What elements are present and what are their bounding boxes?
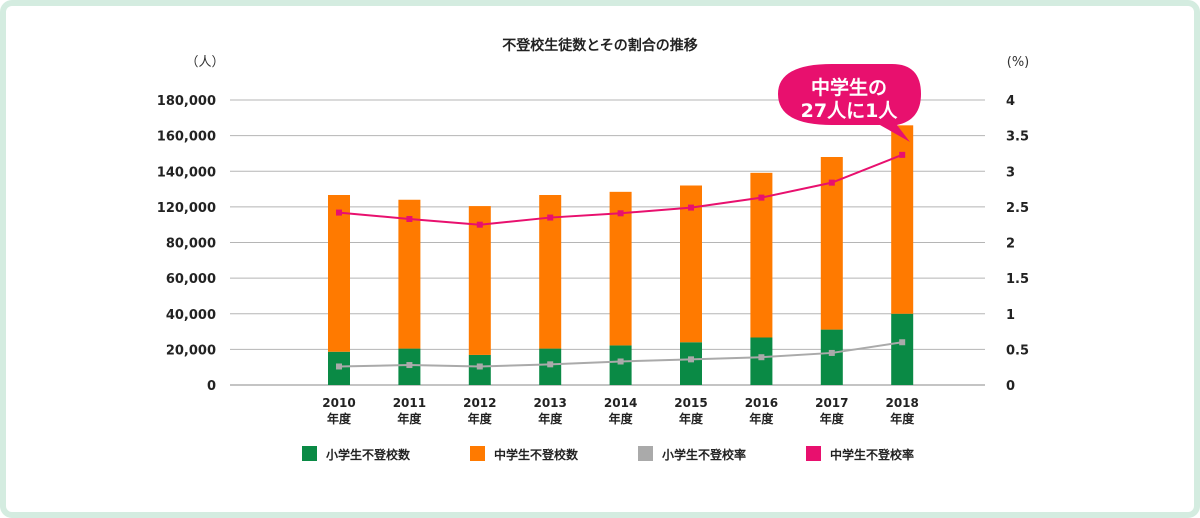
left-tick-label: 60,000 (166, 272, 216, 287)
bar-junior-high-count (891, 125, 914, 314)
x-tick-suffix: 年度 (468, 411, 493, 426)
bar-junior-high-count (468, 206, 491, 355)
x-tick-year: 2017 (815, 396, 848, 410)
line-marker (899, 151, 906, 158)
bar-junior-high-count (398, 199, 421, 349)
x-tick-year: 2011 (393, 396, 426, 410)
line-series (336, 151, 906, 370)
left-tick-label: 20,000 (166, 343, 216, 358)
legend-label: 小学生不登校数 (326, 447, 411, 462)
callout-shape (778, 64, 921, 142)
bar-junior-high-count (820, 157, 843, 330)
chart-title: 不登校生徒数とその割合の推移 (502, 37, 698, 54)
line-marker (688, 204, 694, 211)
left-axis-unit: （人） (185, 55, 224, 70)
line-marker (758, 194, 765, 201)
bar-junior-high-count (539, 195, 562, 349)
bar-junior-high-count (750, 172, 773, 338)
x-tick-year: 2014 (604, 396, 637, 410)
left-tick-label: 180,000 (157, 94, 216, 109)
right-tick-label: 1.5 (1006, 272, 1029, 287)
left-tick-label: 80,000 (166, 237, 216, 252)
x-tick-year: 2016 (745, 396, 778, 410)
x-tick-suffix: 年度 (749, 411, 774, 426)
x-tick-year: 2013 (533, 396, 566, 410)
left-tick-label: 40,000 (166, 308, 216, 323)
legend-swatch (806, 446, 821, 461)
right-tick-label: 2 (1006, 237, 1015, 252)
bar-elementary-count (891, 313, 914, 385)
bar-series (328, 125, 914, 385)
line-marker (476, 221, 483, 228)
left-tick-label: 160,000 (157, 130, 216, 145)
legend-label: 小学生不登校率 (662, 447, 746, 462)
legend-label: 中学生不登校率 (830, 447, 914, 462)
callout-line-1: 中学生の (811, 76, 887, 99)
line-marker (336, 209, 342, 216)
line-marker (758, 354, 765, 361)
callout-line-2: 27人に1人 (801, 100, 899, 122)
line-marker (547, 214, 554, 221)
line-marker (336, 363, 342, 370)
line-marker (406, 362, 413, 369)
axis-labels: 0 020,000 0.540,000 160,000 1.580,000 2120,00… (157, 94, 1029, 426)
right-tick-label: 4 (1006, 94, 1015, 109)
right-tick-label: 3.5 (1006, 130, 1029, 145)
bar-junior-high-count (609, 191, 632, 346)
right-tick-label: 3 (1006, 165, 1015, 180)
x-tick-suffix: 年度 (327, 411, 352, 426)
legend-label: 中学生不登校数 (494, 447, 579, 462)
x-tick-suffix: 年度 (679, 411, 704, 426)
x-tick-suffix: 年度 (397, 411, 422, 426)
right-axis-unit: (%) (1007, 55, 1030, 70)
legend: 小学生不登校数 中学生不登校数 小学生不登校率 中学生不登校率 (302, 446, 914, 462)
bar-junior-high-count (680, 185, 702, 343)
bar-junior-high-count (328, 195, 350, 352)
line-marker (406, 215, 413, 222)
bar-elementary-count (680, 342, 702, 385)
x-tick-year: 2015 (674, 396, 707, 410)
x-tick-year: 2010 (322, 396, 355, 410)
right-tick-label: 0 (1006, 379, 1015, 394)
x-tick-year: 2018 (885, 396, 918, 410)
callout-bubble: 中学生の 27人に1人 (778, 64, 921, 142)
line-marker (828, 349, 835, 356)
line-marker (476, 363, 483, 370)
x-tick-suffix: 年度 (538, 411, 563, 426)
x-tick-suffix: 年度 (890, 411, 915, 426)
x-tick-year: 2012 (463, 396, 496, 410)
line-marker (617, 358, 624, 365)
line-marker (899, 339, 906, 346)
left-tick-label: 0 (207, 379, 216, 394)
bar-elementary-count (468, 354, 491, 385)
line-marker (828, 179, 835, 186)
right-tick-label: 0.5 (1006, 343, 1029, 358)
line-marker (617, 210, 624, 217)
right-tick-label: 2.5 (1006, 201, 1029, 216)
bar-elementary-count (820, 329, 843, 385)
legend-swatch (638, 446, 653, 461)
right-tick-label: 1 (1006, 308, 1015, 323)
x-tick-suffix: 年度 (820, 411, 845, 426)
line-marker (547, 361, 554, 368)
bar-elementary-count (609, 345, 632, 385)
x-tick-suffix: 年度 (609, 411, 634, 426)
line-marker (688, 356, 694, 363)
legend-swatch (302, 446, 317, 461)
left-tick-label: 120,000 (157, 201, 216, 216)
legend-swatch (470, 446, 485, 461)
left-tick-label: 140,000 (157, 165, 216, 180)
bar-elementary-count (750, 337, 773, 385)
